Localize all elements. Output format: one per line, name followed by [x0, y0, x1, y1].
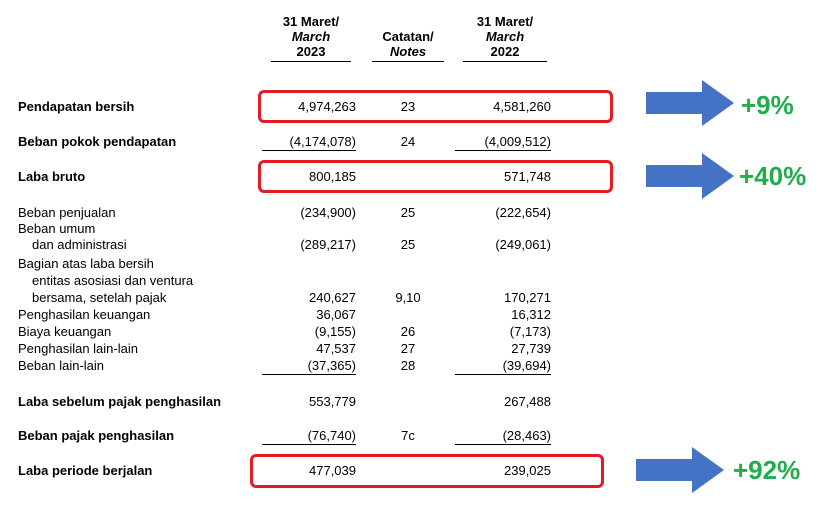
row-label-other-expense: Beban lain-lain — [18, 358, 105, 373]
row-value-2023-admin-expense: (289,217) — [300, 237, 356, 252]
row-value-2022-other-expense: (39,694) — [455, 358, 551, 375]
row-note-selling-expense: 25 — [400, 205, 416, 220]
header-2022-line2: March — [485, 29, 525, 44]
growth-net-profit: +92% — [733, 455, 801, 485]
header-2023: 31 Maret/ March 2023 — [271, 14, 351, 62]
row-label-finance-income: Penghasilan keuangan — [18, 307, 151, 322]
row-label-revenue: Pendapatan bersih — [18, 99, 135, 114]
highlight-gross-profit — [258, 160, 613, 193]
row-value-2023-share-profit: 240,627 — [309, 290, 356, 305]
row-note-cogs: 24 — [400, 134, 416, 149]
row-label-selling-expense: Beban penjualan — [18, 205, 116, 220]
row-value-2023-revenue: 4,974,263 — [298, 99, 356, 114]
row-label-cogs: Beban pokok pendapatan — [18, 134, 177, 149]
header-2022-line3: 2022 — [490, 44, 520, 59]
highlight-revenue — [258, 90, 613, 123]
arrow-right-icon — [636, 447, 724, 493]
arrow-right-icon — [646, 153, 734, 199]
row-note-finance-cost: 26 — [400, 324, 416, 339]
row-value-2023-finance-cost: (9,155) — [314, 324, 356, 339]
row-value-2022-other-income: 27,739 — [511, 341, 551, 356]
header-notes: Catatan/ Notes — [372, 29, 444, 62]
row-label-general-expense: Beban umum — [18, 221, 96, 236]
row-value-2022-revenue: 4,581,260 — [493, 99, 551, 114]
row-value-2022-income-tax: (28,463) — [455, 428, 551, 445]
row-value-2023-finance-income: 36,067 — [316, 307, 356, 322]
row-value-2022-finance-income: 16,312 — [511, 307, 551, 322]
row-value-2022-share-profit: 170,271 — [504, 290, 551, 305]
row-label-profit-before-tax: Laba sebelum pajak penghasilan — [18, 394, 222, 409]
row-note-admin-expense: 25 — [400, 237, 416, 252]
growth-revenue: +9% — [741, 90, 794, 120]
row-note-share-profit: 9,10 — [395, 290, 421, 305]
row-value-2022-profit-before-tax: 267,488 — [504, 394, 551, 409]
row-label-gross-profit: Laba bruto — [18, 169, 86, 184]
header-2022: 31 Maret/ March 2022 — [463, 14, 547, 62]
header-2023-line1: 31 Maret/ — [282, 14, 340, 29]
arrow-right-icon — [646, 80, 734, 126]
row-value-2022-finance-cost: (7,173) — [509, 324, 551, 339]
row-value-2022-cogs: (4,009,512) — [455, 134, 551, 151]
header-notes-line2: Notes — [389, 44, 427, 59]
row-note-revenue: 23 — [400, 99, 416, 114]
row-label-finance-cost: Biaya keuangan — [18, 324, 112, 339]
row-note-other-income: 27 — [400, 341, 416, 356]
header-notes-underline — [372, 61, 444, 62]
row-label-share-profit: Bagian atas laba bersih — [18, 256, 154, 271]
row-label-admin-expense: dan administrasi — [32, 237, 127, 252]
header-2023-underline — [271, 61, 351, 62]
highlight-net-profit — [250, 454, 604, 488]
row-label-income-tax: Beban pajak penghasilan — [18, 428, 175, 443]
header-2023-line3: 2023 — [296, 44, 326, 59]
row-label-net-profit: Laba periode berjalan — [18, 463, 153, 478]
row-value-2023-other-income: 47,537 — [316, 341, 356, 356]
row-value-2023-profit-before-tax: 553,779 — [309, 394, 356, 409]
row-value-2022-selling-expense: (222,654) — [495, 205, 551, 220]
row-label-other-income: Penghasilan lain-lain — [18, 341, 138, 356]
row-value-2022-net-profit: 239,025 — [504, 463, 551, 478]
row-label-share-profit-2: entitas asosiasi dan ventura — [32, 273, 194, 288]
row-note-other-expense: 28 — [400, 358, 416, 373]
row-value-2022-gross-profit: 571,748 — [504, 169, 551, 184]
header-2022-line1: 31 Maret/ — [476, 14, 534, 29]
row-value-2023-net-profit: 477,039 — [309, 463, 356, 478]
row-label-share-profit-3: bersama, setelah pajak — [32, 290, 167, 305]
row-value-2022-admin-expense: (249,061) — [495, 237, 551, 252]
row-value-2023-cogs: (4,174,078) — [262, 134, 356, 151]
row-value-2023-income-tax: (76,740) — [262, 428, 356, 445]
row-value-2023-other-expense: (37,365) — [262, 358, 356, 375]
header-2022-underline — [463, 61, 547, 62]
row-note-income-tax: 7c — [401, 428, 415, 443]
row-value-2023-selling-expense: (234,900) — [300, 205, 356, 220]
growth-gross-profit: +40% — [739, 161, 807, 191]
row-value-2023-gross-profit: 800,185 — [309, 169, 356, 184]
header-2023-line2: March — [291, 29, 331, 44]
header-notes-line1: Catatan/ — [382, 29, 434, 44]
